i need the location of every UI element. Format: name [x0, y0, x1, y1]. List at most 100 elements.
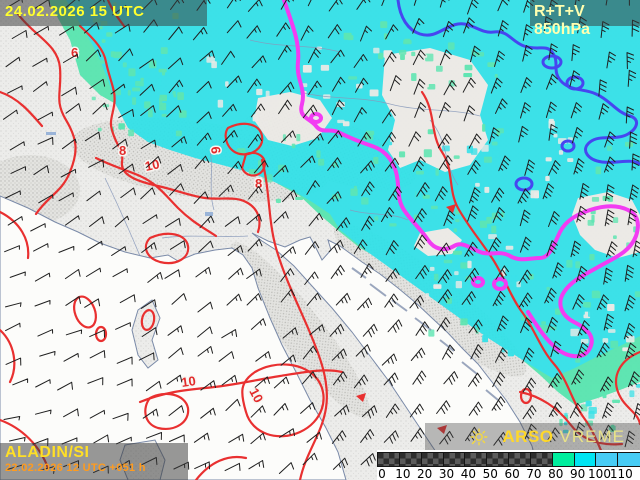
wind-barb	[280, 289, 295, 303]
wind-barb	[577, 320, 590, 336]
wind-barb	[141, 242, 157, 253]
wind-barb	[223, 130, 238, 143]
branding-band: ARSO VREME	[425, 423, 640, 450]
wind-barb	[468, 401, 483, 416]
wind-barb	[168, 347, 184, 359]
wind-barb	[384, 293, 399, 308]
wind-barb	[111, 246, 127, 256]
wind-barb	[381, 0, 385, 6]
colorbar-cell	[487, 453, 510, 466]
wind-barb	[598, 103, 610, 120]
wind-barb	[118, 163, 135, 174]
wind-barb	[598, 79, 607, 97]
wind-barb	[628, 371, 640, 388]
wind-barb	[626, 52, 635, 70]
wind-barb	[353, 374, 369, 389]
wind-barb	[443, 371, 459, 385]
wind-barb	[624, 295, 636, 312]
wind-barb	[306, 292, 322, 306]
wind-barb	[34, 300, 51, 307]
wind-barb	[576, 265, 588, 283]
temperature-contour-label: 8	[255, 176, 262, 191]
wind-barb	[89, 350, 106, 359]
wind-barb	[302, 345, 318, 360]
wind-barb	[464, 241, 478, 257]
wind-barb	[492, 291, 506, 307]
wind-barb	[488, 237, 502, 253]
wind-barb	[605, 184, 615, 202]
wind-barb	[142, 408, 159, 419]
wind-barb	[5, 302, 22, 308]
wind-barb	[116, 378, 133, 387]
wind-barb	[385, 268, 400, 282]
wind-barb	[387, 319, 403, 333]
wind-barb	[360, 160, 375, 174]
wind-barb	[65, 296, 81, 306]
wind-barb	[465, 426, 479, 442]
wind-barb	[273, 403, 289, 416]
colorbar-tick-label: 0	[378, 467, 386, 480]
wind-barb	[579, 183, 590, 200]
wind-barb	[542, 183, 555, 200]
wind-barb	[413, 156, 426, 172]
wind-barb	[573, 158, 585, 175]
wind-barb	[5, 190, 21, 199]
wind-barb	[167, 57, 184, 70]
wind-barb	[255, 351, 271, 362]
wind-barb	[383, 430, 399, 444]
wind-barb	[140, 139, 157, 149]
wind-barb	[33, 165, 50, 176]
wind-barb	[194, 155, 210, 169]
service-name: VREME	[559, 426, 625, 446]
wind-barb	[307, 0, 312, 7]
wind-barb	[139, 83, 155, 96]
wind-barb	[5, 322, 21, 332]
wind-barb	[7, 85, 23, 94]
colorbar-tick-label: 100	[588, 467, 611, 480]
wind-barb	[300, 25, 314, 41]
humidity-colorbar: 0 10 20 30 40 50 60 70 80 90 100 110	[377, 450, 640, 480]
wind-barb	[632, 240, 640, 258]
wind-barb	[110, 83, 126, 95]
wind-barb	[247, 238, 263, 252]
wind-barb	[550, 340, 562, 358]
wind-barb	[462, 77, 476, 93]
wind-barb	[606, 241, 618, 258]
wind-barb	[414, 102, 427, 118]
wind-barb	[522, 24, 533, 41]
wind-barb	[89, 216, 105, 227]
wind-barb	[112, 138, 128, 150]
wind-barb	[443, 210, 456, 227]
wind-barb	[548, 124, 558, 141]
sun-icon	[470, 428, 488, 445]
wind-barb	[140, 105, 156, 116]
wind-barb	[112, 412, 129, 421]
wind-barb	[171, 136, 187, 148]
wind-barb	[355, 344, 371, 358]
wind-barb	[467, 205, 479, 222]
wind-barb	[381, 207, 395, 222]
wind-barb	[360, 453, 376, 467]
wind-barb	[89, 409, 106, 419]
wind-barb	[353, 54, 368, 68]
wind-barb	[168, 405, 185, 417]
wind-barb	[355, 77, 369, 93]
wind-barb	[58, 246, 75, 253]
wind-barb	[3, 109, 18, 120]
wind-barb	[519, 209, 531, 227]
valid-time-label: 24.02.2026 15 UTC	[5, 3, 145, 20]
wind-barb	[603, 267, 613, 285]
wind-barb	[84, 298, 101, 308]
wind-barb	[280, 268, 295, 282]
wind-barb	[436, 242, 451, 257]
wind-barb	[146, 156, 162, 168]
wind-barb	[5, 56, 21, 68]
wind-barb	[120, 187, 136, 199]
wind-barb	[469, 187, 481, 204]
colorbar-cell	[399, 453, 422, 466]
colorbar-cell	[530, 453, 553, 466]
wind-barb	[491, 396, 506, 411]
wind-barb	[87, 240, 103, 251]
wind-barb	[167, 164, 183, 175]
wind-barb	[192, 27, 208, 41]
